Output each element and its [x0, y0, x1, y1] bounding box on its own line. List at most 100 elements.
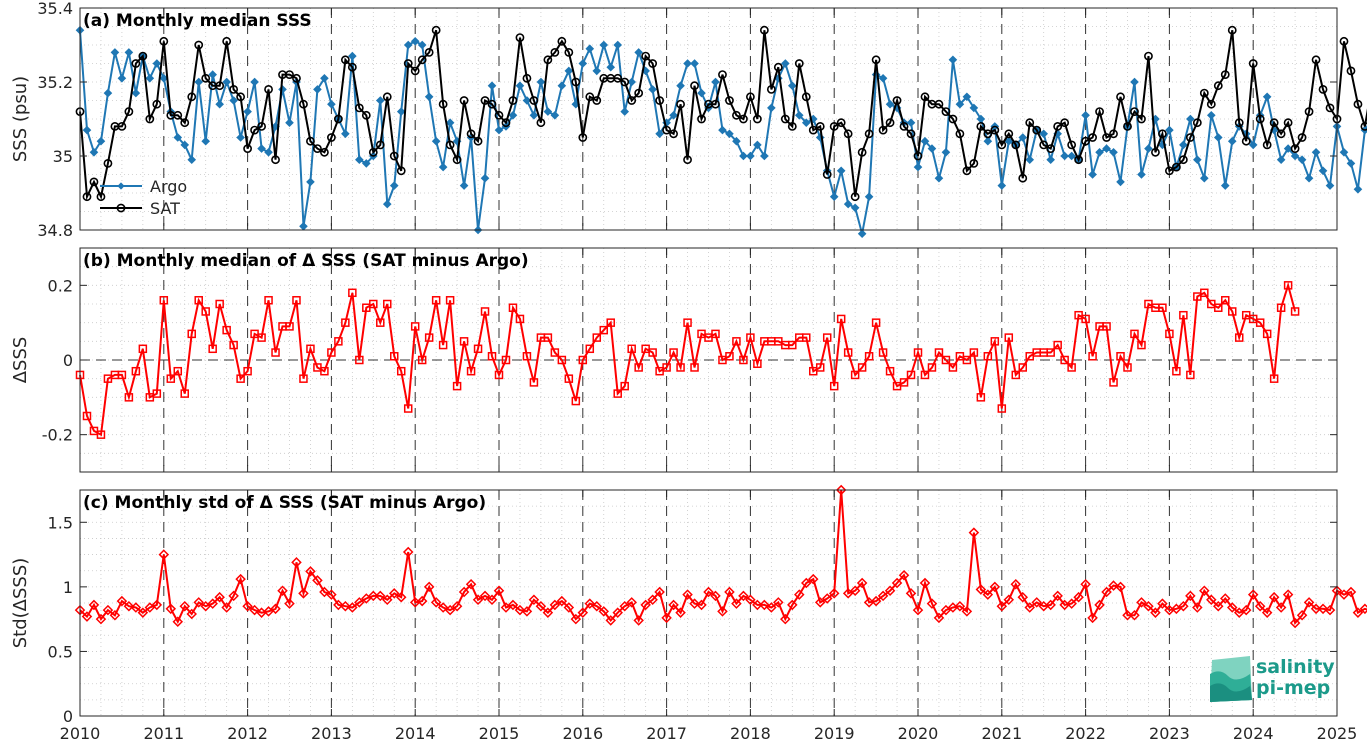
data-point [563, 602, 575, 613]
data-point [1151, 147, 1160, 157]
data-point [591, 600, 603, 612]
data-point [243, 144, 252, 153]
data-point [1311, 147, 1321, 157]
data-point [1067, 363, 1076, 372]
data-point [801, 118, 811, 128]
data-point [578, 59, 588, 68]
data-point [361, 593, 372, 604]
data-point [361, 110, 371, 120]
data-point [459, 181, 469, 190]
data-point [278, 85, 287, 94]
data-point [187, 155, 197, 165]
data-point [1018, 173, 1028, 183]
data-point [1199, 88, 1209, 98]
data-point [781, 59, 790, 68]
data-point [1262, 329, 1272, 339]
data-point [760, 151, 769, 161]
data-point [327, 348, 336, 357]
y-tick-label: 35.2 [37, 73, 73, 92]
data-point [773, 62, 783, 72]
data-point [200, 600, 211, 612]
data-point [613, 389, 622, 398]
data-point [1221, 296, 1230, 305]
data-point [906, 129, 916, 139]
panel-title: (c) Monthly std of Δ SSS (SAT minus Argo… [83, 493, 486, 513]
data-point [1130, 329, 1139, 339]
data-point [843, 129, 853, 139]
data-point [746, 92, 755, 102]
data-point [1081, 136, 1090, 146]
data-point [919, 577, 931, 589]
data-point [431, 296, 441, 305]
data-point [1003, 594, 1015, 606]
data-point [1011, 370, 1021, 380]
data-point [1247, 589, 1259, 600]
data-point [1199, 585, 1210, 596]
data-point [668, 599, 679, 611]
data-point [515, 314, 525, 324]
data-point [1255, 114, 1265, 124]
data-point [403, 40, 413, 50]
data-point [669, 129, 678, 139]
data-point [606, 318, 615, 327]
data-point [969, 348, 979, 357]
data-point [88, 599, 100, 611]
data-point [1185, 590, 1196, 602]
data-point [292, 73, 301, 83]
data-point [522, 352, 532, 361]
data-point [131, 88, 141, 98]
legend-label: SAT [150, 199, 180, 218]
data-point [1345, 586, 1357, 598]
data-point [257, 122, 266, 131]
data-point [1200, 173, 1209, 183]
data-point [306, 177, 315, 187]
data-point [445, 140, 455, 150]
data-point [891, 577, 903, 589]
data-point [1178, 155, 1188, 165]
data-point [215, 299, 224, 309]
data-point [173, 366, 183, 376]
data-point [578, 133, 588, 142]
data-point [222, 36, 232, 46]
data-point [1346, 66, 1356, 76]
data-point [1185, 133, 1195, 142]
data-point [746, 151, 755, 161]
y-tick-label: 0.2 [48, 276, 73, 295]
data-point [417, 40, 427, 50]
data-point [983, 352, 993, 361]
data-point [1094, 599, 1105, 611]
data-point [437, 602, 449, 613]
x-tick-label: 2024 [1233, 724, 1274, 743]
data-point [1296, 610, 1308, 621]
data-point [570, 613, 582, 625]
data-point [1171, 603, 1182, 615]
x-tick-label: 2019 [814, 724, 855, 743]
data-point [1269, 374, 1279, 383]
data-point [144, 602, 156, 613]
data-point [1087, 612, 1098, 624]
data-point [871, 318, 881, 327]
data-point [1010, 579, 1022, 590]
data-point [627, 96, 637, 105]
data-point [285, 322, 294, 331]
data-point [521, 606, 533, 617]
data-point [208, 344, 217, 354]
data-point [151, 599, 163, 611]
data-point [703, 586, 714, 598]
data-point [857, 147, 867, 157]
data-point [814, 597, 826, 608]
data-point [1045, 599, 1056, 611]
data-point [501, 355, 511, 365]
data-point [739, 355, 748, 365]
data-point [983, 129, 993, 139]
data-point [634, 48, 643, 57]
data-point [1172, 366, 1181, 376]
data-point [1179, 310, 1188, 320]
data-point [835, 484, 847, 496]
data-point [103, 158, 113, 168]
data-point [850, 203, 860, 213]
data-point [487, 99, 497, 109]
data-point [388, 588, 400, 599]
data-point [1220, 181, 1230, 190]
data-point [1102, 133, 1111, 142]
